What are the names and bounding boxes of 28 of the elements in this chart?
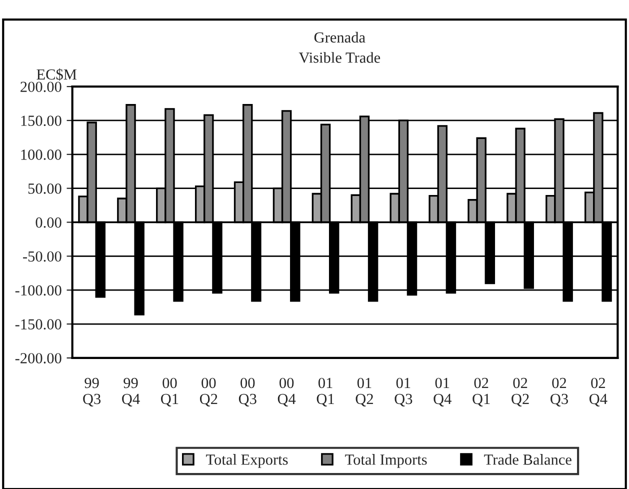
legend-label: Total Exports	[206, 454, 288, 468]
x-tick-label: 01 Q2	[356, 378, 373, 406]
y-tick-label: 100.00	[21, 150, 62, 160]
x-tick-label: 01 Q4	[434, 378, 452, 406]
y-tick-label: 50.00	[28, 183, 62, 194]
x-tick-label: 02 Q1	[472, 378, 490, 406]
y-tick-label: 0.00	[36, 217, 62, 228]
x-tick-label: 00 Q3	[238, 378, 256, 406]
y-tick-label: -200.00	[15, 353, 62, 364]
x-tick-label: 01 Q3	[394, 378, 412, 406]
x-tick-label: 02 Q2	[512, 378, 529, 406]
x-tick-label: 02 Q4	[589, 378, 608, 406]
y-tick-label: 150.00	[21, 116, 62, 126]
y-tick-label: -50.00	[23, 251, 62, 262]
legend-label: Trade Balance	[484, 454, 572, 465]
x-tick-label: 01 Q1	[316, 378, 334, 406]
x-tick-label: 99 Q4	[122, 378, 140, 406]
x-tick-label: 00 Q4	[278, 378, 296, 406]
x-tick-label: 00 Q1	[161, 378, 178, 406]
x-tick-label: 00 Q2	[200, 378, 218, 406]
y-tick-label: -150.00	[15, 319, 62, 330]
y-axis-title: EC$M	[36, 68, 77, 81]
y-tick-label: -100.00	[15, 285, 62, 296]
legend-label: Total Imports	[345, 454, 427, 468]
x-tick-label: 99 Q3	[83, 378, 101, 406]
x-tick-label: 02 Q3	[550, 378, 568, 406]
chart-title: Grenada Visible Trade	[298, 32, 380, 63]
y-tick-label: 200.00	[20, 82, 62, 92]
